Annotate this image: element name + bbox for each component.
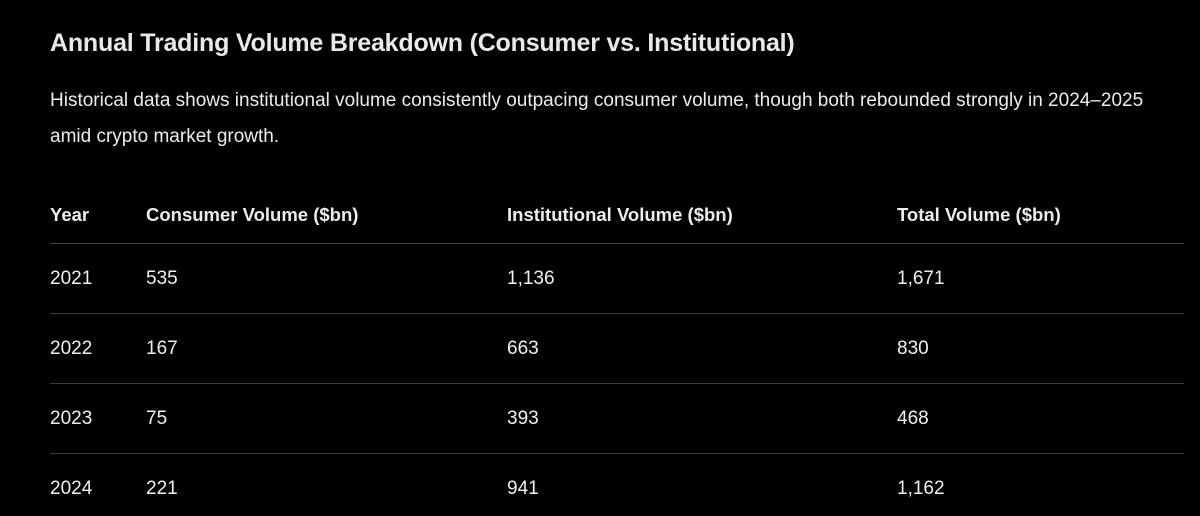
column-header-consumer-volume: Consumer Volume ($bn)	[146, 186, 507, 244]
table-cell: 468	[897, 383, 1184, 454]
table-cell: 2021	[50, 243, 146, 314]
column-header-year: Year	[50, 186, 146, 244]
table-header-row: Year Consumer Volume ($bn) Institutional…	[50, 186, 1184, 244]
table-cell: 2024	[50, 453, 146, 516]
table-row: 2022 167 663 830	[50, 313, 1184, 384]
table-cell: 167	[146, 313, 507, 384]
table-row: 2024 221 941 1,162	[50, 453, 1184, 516]
table-cell: 393	[507, 383, 897, 454]
table-cell: 2022	[50, 313, 146, 384]
column-header-institutional-volume: Institutional Volume ($bn)	[507, 186, 897, 244]
table-cell: 830	[897, 313, 1184, 384]
page-title: Annual Trading Volume Breakdown (Consume…	[50, 29, 795, 57]
table-row: 2021 535 1,136 1,671	[50, 243, 1184, 314]
table-cell: 663	[507, 313, 897, 384]
table-body: 2021 535 1,136 1,671 2022 167 663 830 2023 75 393 4…	[50, 243, 1184, 516]
table-row: 2023 75 393 468	[50, 383, 1184, 454]
table-header: Year Consumer Volume ($bn) Institutional…	[50, 186, 1184, 244]
table-cell: 75	[146, 383, 507, 454]
page-subtitle: Historical data shows institutional volu…	[50, 90, 1144, 147]
table-cell: 1,162	[897, 453, 1184, 516]
table-cell: 535	[146, 243, 507, 314]
table-cell: 1,671	[897, 243, 1184, 314]
trading-volume-table: Year Consumer Volume ($bn) Institutional…	[50, 186, 1184, 516]
table-cell: 2023	[50, 383, 146, 454]
table-cell: 1,136	[507, 243, 897, 314]
table-cell: 941	[507, 453, 897, 516]
table-cell: 221	[146, 453, 507, 516]
column-header-total-volume: Total Volume ($bn)	[897, 186, 1184, 244]
